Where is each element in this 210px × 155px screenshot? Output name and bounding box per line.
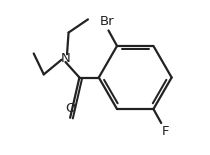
Text: F: F: [162, 125, 169, 137]
Text: Br: Br: [100, 15, 114, 28]
Text: O: O: [65, 102, 75, 115]
Text: N: N: [61, 52, 70, 65]
